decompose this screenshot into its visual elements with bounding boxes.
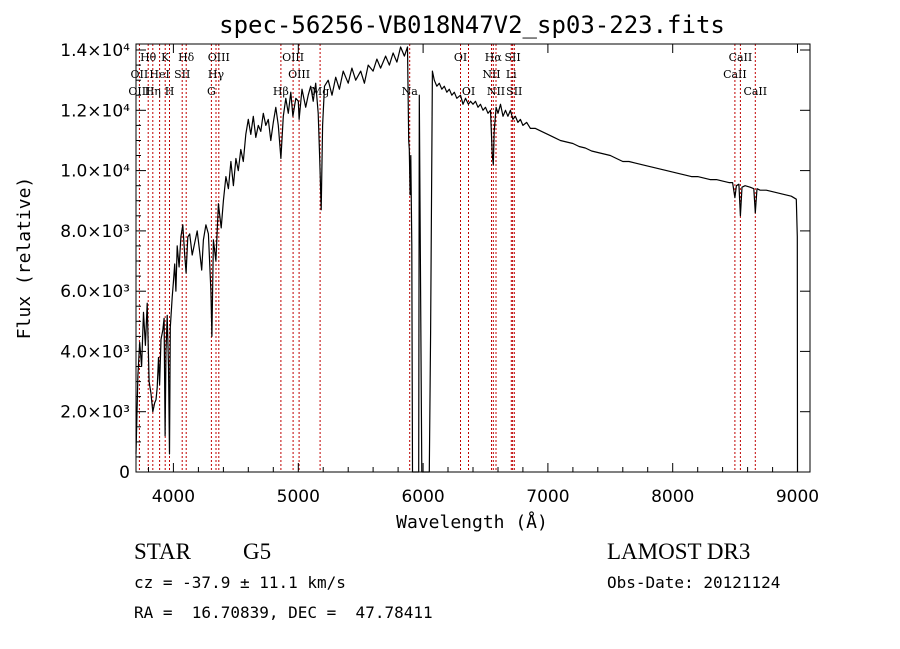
line-label: Hβ: [273, 85, 289, 98]
y-tick-label: 1.4×10⁴: [60, 41, 130, 61]
object-class: STAR: [134, 539, 191, 564]
y-tick-label: 8.0×10³: [60, 222, 130, 242]
spectrum-series: [135, 46, 799, 473]
x-tick-label: 7000: [526, 487, 569, 507]
y-axis-ticks: 0 2.0×10³ 4.0×10³ 6.0×10³ 8.0×10³ 1.0×10⁴ 1.2×…: [60, 41, 810, 483]
y-tick-label: 1.0×10⁴: [60, 162, 130, 182]
line-label: OI: [462, 85, 475, 98]
line-label: K: [161, 51, 170, 64]
line-label: CaII: [723, 68, 747, 81]
line-label: G: [207, 85, 216, 98]
line-label: Hγ: [208, 68, 225, 81]
line-label: SII: [506, 85, 522, 98]
y-tick-label: 1.2×10⁴: [60, 101, 130, 121]
line-label: OII: [131, 68, 149, 81]
line-label: Hθ: [140, 51, 157, 64]
observation-date: Obs-Date: 20121124: [607, 573, 781, 592]
line-label: OI: [454, 51, 467, 64]
x-tick-label: 8000: [651, 487, 694, 507]
y-tick-label: 2.0×10³: [60, 403, 130, 423]
object-subclass: G5: [243, 539, 272, 564]
y-tick-label: 0: [119, 463, 130, 483]
line-label: SII: [174, 68, 190, 81]
line-label: OIII: [282, 51, 304, 64]
line-label: OIII: [288, 68, 310, 81]
y-tick-label: 6.0×10³: [60, 282, 130, 302]
redshift-text: cz = -37.9 ± 11.1 km/s: [134, 573, 346, 592]
line-label: CaII: [729, 51, 753, 64]
y-axis-label: Flux (relative): [14, 177, 35, 340]
line-label: OIII: [208, 51, 230, 64]
chart-title: spec-56256-VB018N47V2_sp03-223.fits: [219, 11, 725, 39]
x-tick-label: 5000: [277, 487, 320, 507]
line-label: OIII: [128, 85, 150, 98]
spectrum-chart: spec-56256-VB018N47V2_sp03-223.fits Hθ K H…: [14, 11, 819, 533]
plot-frame: [135, 43, 811, 473]
y-tick-label: 4.0×10³: [60, 342, 130, 362]
line-label: CaII: [743, 85, 767, 98]
coordinates-text: RA = 16.70839, DEC = 47.78411: [134, 603, 433, 622]
survey-name: LAMOST DR3: [607, 539, 751, 564]
line-label: SII: [504, 51, 520, 64]
line-label: HeI: [149, 68, 169, 81]
line-label: Hδ: [178, 51, 195, 64]
line-label: Hη: [145, 85, 161, 98]
line-label: Li: [506, 68, 517, 81]
x-tick-label: 4000: [152, 487, 195, 507]
x-tick-label: 9000: [776, 487, 819, 507]
line-label: H: [165, 85, 175, 98]
x-axis-label: Wavelength (Å): [396, 511, 548, 533]
line-label: NII: [482, 68, 500, 81]
line-label: NII: [487, 85, 505, 98]
x-tick-label: 6000: [401, 487, 444, 507]
line-label: Na: [402, 85, 419, 98]
x-axis-ticks: 4000 5000 6000 7000 8000 9000: [148, 44, 819, 507]
spectrum-line-0: [135, 46, 799, 473]
line-label: Hα: [485, 51, 503, 64]
spectral-line-markers: [138, 44, 756, 472]
